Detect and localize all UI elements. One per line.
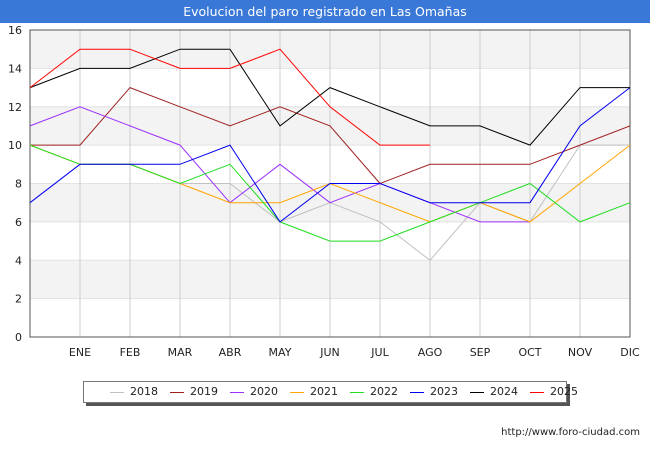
y-tick-label: 0 bbox=[15, 331, 22, 344]
y-tick-label: 6 bbox=[15, 216, 22, 229]
legend-label: 2018 bbox=[130, 385, 158, 398]
y-tick-label: 16 bbox=[8, 24, 22, 37]
legend-swatch bbox=[230, 391, 244, 393]
legend-label: 2022 bbox=[370, 385, 398, 398]
legend-item-2023: 2023 bbox=[410, 382, 458, 402]
y-tick-label: 10 bbox=[8, 139, 22, 152]
legend-swatch bbox=[530, 391, 544, 393]
legend-label: 2025 bbox=[550, 385, 578, 398]
x-tick-label: AGO bbox=[418, 346, 443, 359]
x-tick-label: ABR bbox=[219, 346, 242, 359]
x-tick-label: JUN bbox=[319, 346, 340, 359]
series-lines bbox=[29, 48, 631, 261]
chart-title: Evolucion del paro registrado en Las Oma… bbox=[0, 0, 650, 23]
plot-frame bbox=[29, 29, 631, 338]
legend-label: 2019 bbox=[190, 385, 218, 398]
x-tick-label: DIC bbox=[620, 346, 640, 359]
series-line-2024 bbox=[29, 48, 630, 146]
x-axis-ticks: ENE FEB MAR ABR MAY JUN JUL AGO SEP OCT NOV DIC bbox=[69, 346, 640, 359]
legend-swatch bbox=[410, 391, 424, 393]
y-tick-label: 4 bbox=[15, 254, 22, 267]
legend-item-2019: 2019 bbox=[170, 382, 218, 402]
y-tick-label: 2 bbox=[15, 293, 22, 306]
x-tick-label: FEB bbox=[120, 346, 141, 359]
x-tick-label: OCT bbox=[518, 346, 541, 359]
x-tick-label: NOV bbox=[568, 346, 593, 359]
legend-item-2025: 2025 bbox=[530, 382, 578, 402]
legend-label: 2023 bbox=[430, 385, 458, 398]
x-tick-label: ENE bbox=[69, 346, 91, 359]
x-tick-label: JUL bbox=[370, 346, 389, 359]
y-tick-label: 8 bbox=[15, 178, 22, 191]
legend-label: 2020 bbox=[250, 385, 278, 398]
legend-item-2024: 2024 bbox=[470, 382, 518, 402]
y-tick-label: 12 bbox=[8, 101, 22, 114]
x-tick-label: MAY bbox=[269, 346, 292, 359]
x-tick-label: SEP bbox=[470, 346, 491, 359]
legend-item-2020: 2020 bbox=[230, 382, 278, 402]
legend-swatch bbox=[110, 391, 124, 393]
legend-item-2022: 2022 bbox=[350, 382, 398, 402]
y-tick-label: 14 bbox=[8, 62, 22, 75]
legend-swatch bbox=[290, 391, 304, 393]
legend: 2018 2019 2020 2021 2022 2023 2024 2025 bbox=[83, 381, 578, 403]
series-line-2025 bbox=[29, 48, 430, 146]
x-tick-label: MAR bbox=[168, 346, 193, 359]
series-line-2023 bbox=[29, 87, 631, 223]
series-line-2020 bbox=[29, 106, 530, 223]
legend-swatch bbox=[350, 391, 364, 393]
legend-label: 2024 bbox=[490, 385, 518, 398]
series-line-2019 bbox=[30, 87, 631, 185]
legend-item-2018: 2018 bbox=[110, 382, 158, 402]
source-url[interactable]: http://www.foro-ciudad.com bbox=[501, 427, 640, 438]
legend-item-2021: 2021 bbox=[290, 382, 338, 402]
y-axis-ticks: 0 2 4 6 8 10 12 14 16 bbox=[8, 24, 22, 344]
legend-label: 2021 bbox=[310, 385, 338, 398]
legend-swatch bbox=[170, 391, 184, 393]
legend-swatch bbox=[470, 391, 484, 393]
